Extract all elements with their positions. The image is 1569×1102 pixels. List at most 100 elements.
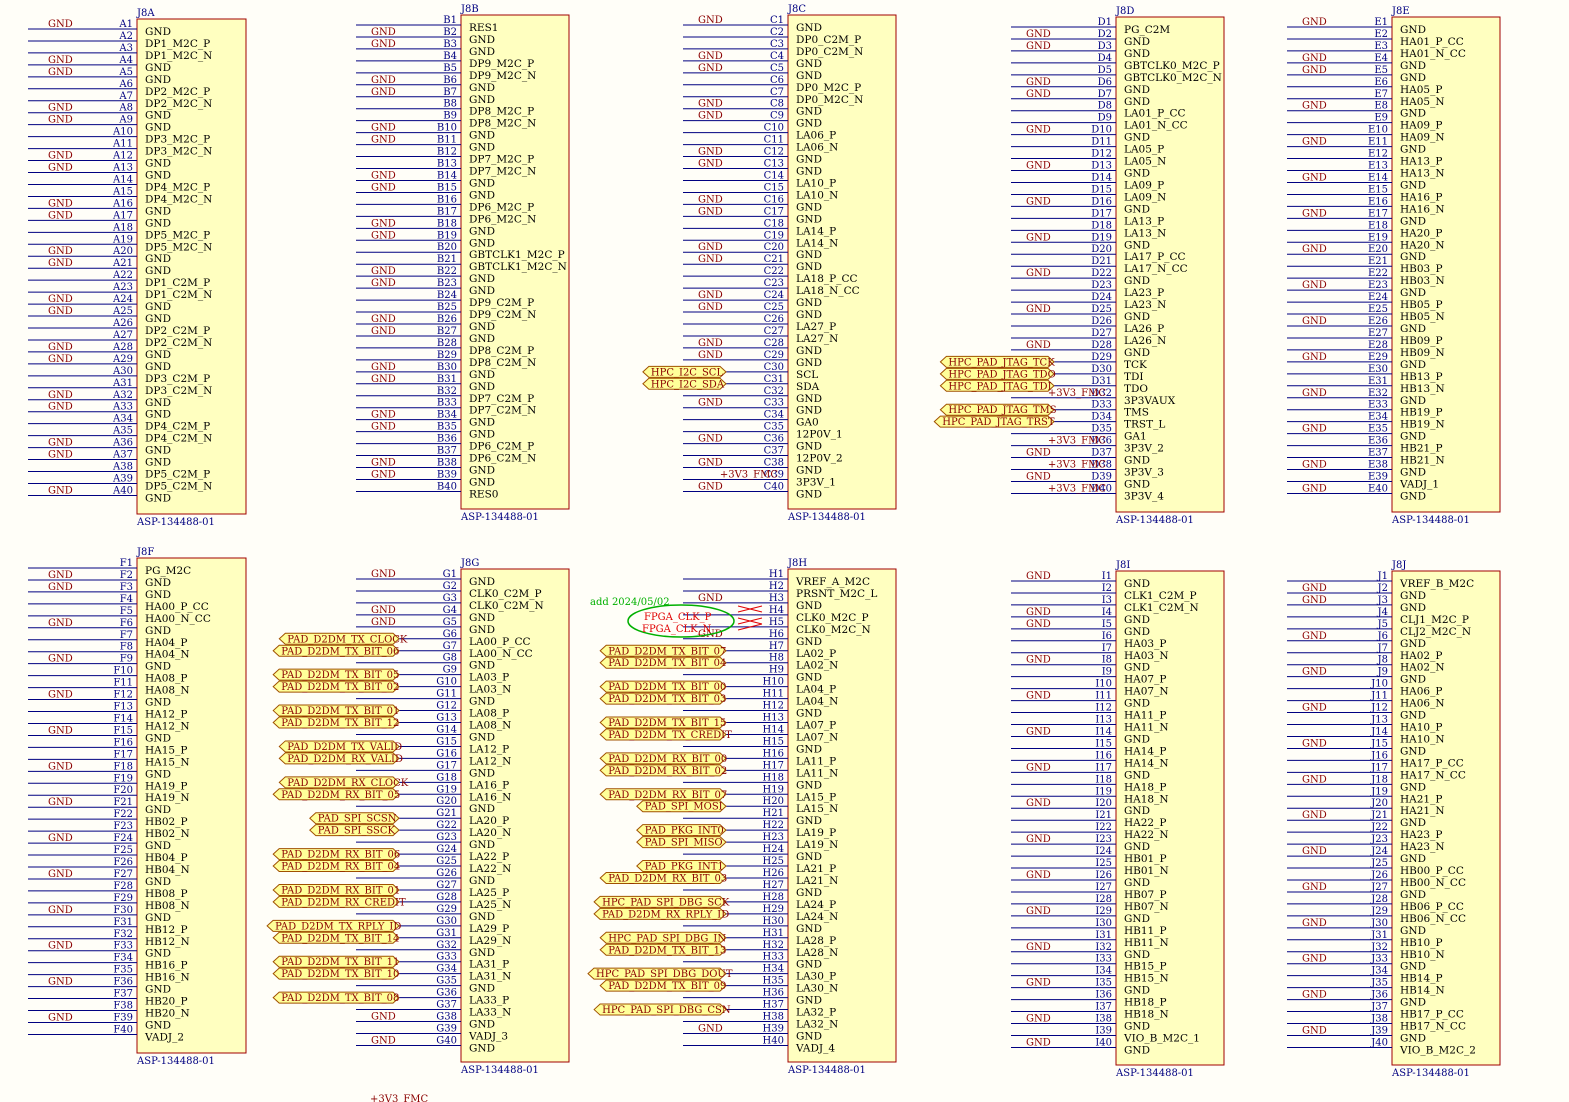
pin-signal: GND xyxy=(796,70,822,82)
pin-signal: LA24_P xyxy=(796,899,836,911)
gnd-label: GND xyxy=(1302,810,1327,821)
pin-number: E39 xyxy=(1368,471,1388,482)
gnd-label: GND xyxy=(698,15,723,26)
connector-body xyxy=(787,568,897,1063)
pin-number: A30 xyxy=(112,366,133,377)
pin-number: E38 xyxy=(1368,460,1388,471)
pin-signal: GND xyxy=(145,768,171,780)
part-number: ASP-134488-01 xyxy=(1115,515,1194,526)
pin-number: E37 xyxy=(1368,448,1388,459)
pin-number: H6 xyxy=(769,629,784,640)
gnd-label: GND xyxy=(1302,388,1327,399)
pin-number: C29 xyxy=(764,350,784,361)
pin-signal: LA05_P xyxy=(1124,144,1164,156)
pin-signal: DP4_M2C_P xyxy=(145,181,210,193)
pin-number: E22 xyxy=(1368,268,1388,279)
pin-number: E33 xyxy=(1368,400,1388,411)
pin-signal: GND xyxy=(469,46,495,58)
ref-designator: J8B xyxy=(460,4,479,15)
pin-number: I29 xyxy=(1095,906,1112,917)
pin-signal: TDI xyxy=(1124,371,1144,383)
pin-number: I35 xyxy=(1095,978,1112,989)
pin-signal: HA16_P xyxy=(1400,191,1442,203)
pin-signal: HA08_N xyxy=(145,685,190,697)
pin-number: I40 xyxy=(1095,1037,1112,1048)
pin-signal: GND xyxy=(1400,997,1426,1009)
pin-number: D9 xyxy=(1098,113,1112,124)
pin-signal: DP3_M2C_N xyxy=(145,146,212,158)
pin-number: G12 xyxy=(436,701,457,712)
gnd-label: GND xyxy=(371,374,396,385)
pin-signal: SDA xyxy=(796,381,820,393)
pin-number: J15 xyxy=(1370,738,1388,749)
pin-signal: GND xyxy=(145,265,171,277)
ref-designator: J8H xyxy=(787,558,807,569)
pin-signal: DP1_C2M_P xyxy=(145,277,210,289)
connector-j8j: J8JASP-134488-01J1VREF_B_M2CJ2GNDGNDJ3GN… xyxy=(1287,560,1501,1079)
connector-parts: J8A ASP-134488-01 A1 GND GND A2 DP1_M2C_P A3 DP1… xyxy=(28,4,1501,1079)
pin-number: B35 xyxy=(437,422,457,433)
connector-body xyxy=(1115,570,1225,1066)
connector-j8h: J8H ASP-134488-01 H1 VREF_A_M2C H2 PRSNT_M2C_… xyxy=(587,558,897,1076)
pin-number: J11 xyxy=(1370,691,1388,702)
pin-signal: HA04_P xyxy=(145,637,187,649)
pin-number: B24 xyxy=(437,290,457,301)
pin-number: H12 xyxy=(763,701,784,712)
pin-signal: GND xyxy=(469,237,495,249)
pin-signal: HA07_N xyxy=(1124,686,1169,698)
pin-number: C26 xyxy=(764,314,784,325)
pin-number: B27 xyxy=(437,326,457,337)
pin-number: J7 xyxy=(1377,643,1388,654)
gnd-label: GND xyxy=(48,19,73,30)
pin-signal: TDO xyxy=(1124,383,1148,395)
pin-number: F5 xyxy=(120,606,133,617)
pin-number: A17 xyxy=(112,210,133,221)
pin-signal: HA04_N xyxy=(145,649,190,661)
pin-number: H18 xyxy=(763,772,784,783)
net-port-label: PAD_D2DM_TX_BIT_04 xyxy=(608,658,726,669)
net-port xyxy=(272,860,400,873)
pin-signal: HA05_P xyxy=(1400,84,1442,96)
pin-signal: HB00_P_CC xyxy=(1400,865,1464,877)
pin-signal: LA20_N xyxy=(469,827,511,839)
pin-number: I18 xyxy=(1095,774,1112,785)
pin-number: E31 xyxy=(1368,376,1388,387)
net-port-label: PAD_D2DM_TX_BIT_02 xyxy=(281,682,399,693)
gnd-label: GND xyxy=(1026,471,1051,482)
net-port-label: PAD_D2DM_RX_CREDIT xyxy=(281,897,406,908)
gnd-label: GND xyxy=(371,87,396,98)
pin-signal: HA02_P xyxy=(1400,650,1442,662)
ref-designator: J8D xyxy=(1115,6,1134,17)
pin-number: B36 xyxy=(437,434,457,445)
pin-number: I20 xyxy=(1095,798,1112,809)
pin-signal: GND xyxy=(145,349,171,361)
pin-signal: LA29_N xyxy=(469,935,511,947)
net-port-label: PAD_D2DM_TX_BIT_14 xyxy=(281,933,399,944)
pin-number: F36 xyxy=(113,977,133,988)
pin-signal: GND xyxy=(796,297,822,309)
pin-number: I14 xyxy=(1095,726,1112,737)
ref-designator: J8C xyxy=(787,4,806,15)
pin-number: D4 xyxy=(1098,53,1112,64)
gnd-label: GND xyxy=(1302,595,1327,606)
pin-signal: GND xyxy=(469,82,495,94)
pin-signal: LA26_N xyxy=(1124,335,1166,347)
pin-signal: LA01_N_CC xyxy=(1124,120,1188,132)
pin-number: C40 xyxy=(764,481,784,492)
pin-signal: VADJ_2 xyxy=(144,1031,184,1043)
ref-designator: J8A xyxy=(136,8,155,19)
pin-number: G17 xyxy=(436,760,457,771)
pin-signal: LA15_P xyxy=(796,791,836,803)
net-port-label: PAD_D2DM_TX_BIT_11 xyxy=(281,957,399,968)
pin-signal: LA25_P xyxy=(469,887,509,899)
pin-signal: HA17_P_CC xyxy=(1400,757,1464,769)
gnd-label: GND xyxy=(698,458,723,469)
pin-number: H35 xyxy=(763,976,784,987)
pin-signal: 3P3V_1 xyxy=(796,476,836,488)
pin-signal: LA26_P xyxy=(1124,323,1164,335)
pin-signal: DP5_C2M_P xyxy=(145,469,210,481)
pin-number: E26 xyxy=(1368,316,1388,327)
gnd-label: GND xyxy=(1302,954,1327,965)
pin-number: D18 xyxy=(1091,220,1112,231)
pin-number: A36 xyxy=(112,438,133,449)
